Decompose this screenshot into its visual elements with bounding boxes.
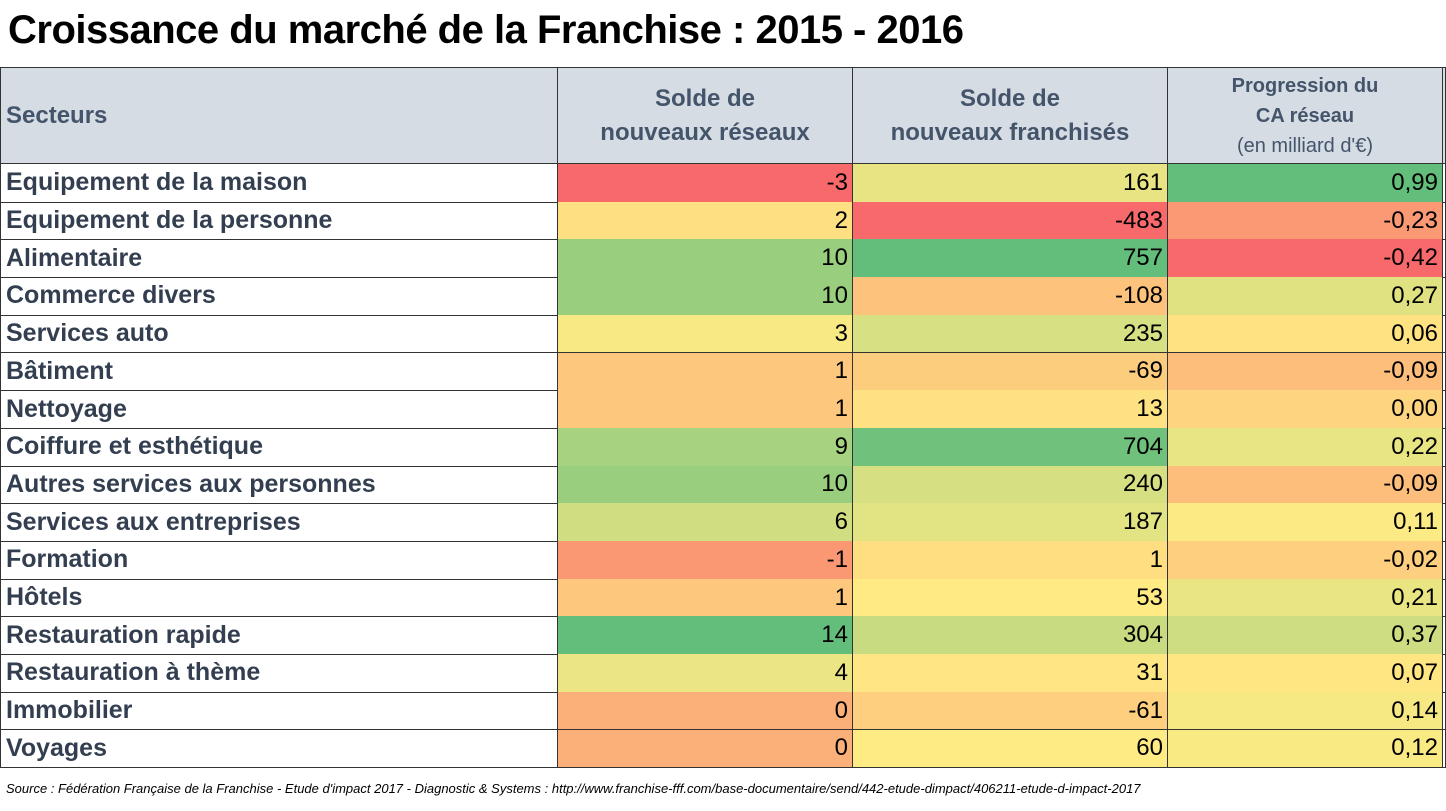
row-label: Formation <box>0 541 558 580</box>
value-cell: -0,23 <box>1168 201 1443 241</box>
value-cell: 161 <box>853 164 1168 203</box>
value-cell: -3 <box>558 164 853 203</box>
header-text: Progression du <box>1231 74 1379 97</box>
row-label: Alimentaire <box>0 239 558 279</box>
header-cell: Secteurs <box>0 67 558 164</box>
value-cell: 0,11 <box>1168 503 1443 542</box>
value-cell: 0,21 <box>1168 578 1443 618</box>
value-cell: 13 <box>853 390 1168 429</box>
value-cell: 2 <box>558 201 853 241</box>
value-cell: -0,09 <box>1168 352 1443 392</box>
value-cell: 31 <box>853 654 1168 693</box>
header-cell: Progression du CA réseau (en milliard d'€) <box>1168 67 1443 164</box>
header-text: nouveaux franchisés <box>890 118 1130 146</box>
value-cell: 0,06 <box>1168 314 1443 354</box>
row-label: Bâtiment <box>0 352 558 392</box>
value-cell: -108 <box>853 277 1168 316</box>
row-label: Equipement de la personne <box>0 201 558 241</box>
value-cell: 0,99 <box>1168 164 1443 203</box>
value-cell: 53 <box>853 578 1168 618</box>
value-cell: 60 <box>853 729 1168 769</box>
header-text: nouveaux réseaux <box>600 118 810 146</box>
row-label: Restauration rapide <box>0 616 558 656</box>
header-text: Solde de <box>654 84 756 112</box>
row-label: Coiffure et esthétique <box>0 427 558 467</box>
header-cell: Solde de nouveaux réseaux <box>558 67 853 164</box>
value-cell: 0,37 <box>1168 616 1443 656</box>
value-cell: -0,09 <box>1168 465 1443 505</box>
value-cell: 1 <box>558 390 853 429</box>
value-cell: 757 <box>853 239 1168 279</box>
value-cell: 14 <box>558 616 853 656</box>
title: Croissance du marché de la Franchise : 2… <box>8 8 964 52</box>
row-label: Equipement de la maison <box>0 164 558 203</box>
value-cell: 704 <box>853 427 1168 467</box>
value-cell: 240 <box>853 465 1168 505</box>
value-cell: 0,27 <box>1168 277 1443 316</box>
row-label: Commerce divers <box>0 277 558 316</box>
row-label: Voyages <box>0 729 558 769</box>
value-cell: 0,12 <box>1168 729 1443 769</box>
header-text: (en milliard d'€) <box>1236 134 1374 157</box>
value-cell: 0,22 <box>1168 427 1443 467</box>
header-text: CA réseau <box>1255 104 1355 127</box>
value-cell: 3 <box>558 314 853 354</box>
row-label: Services auto <box>0 314 558 354</box>
value-cell: -1 <box>558 541 853 580</box>
value-cell: 9 <box>558 427 853 467</box>
value-cell: 0,00 <box>1168 390 1443 429</box>
value-cell: 0,07 <box>1168 654 1443 693</box>
value-cell: 235 <box>853 314 1168 354</box>
source-note: Source : Fédération Française de la Fran… <box>6 781 1141 796</box>
value-cell: 1 <box>558 352 853 392</box>
value-cell: 4 <box>558 654 853 693</box>
value-cell: 1 <box>853 541 1168 580</box>
value-cell: -0,02 <box>1168 541 1443 580</box>
header-cell: Solde de nouveaux franchisés <box>853 67 1168 164</box>
value-cell: -69 <box>853 352 1168 392</box>
value-cell: -0,42 <box>1168 239 1443 279</box>
row-label: Services aux entreprises <box>0 503 558 542</box>
row-label: Hôtels <box>0 578 558 618</box>
value-cell: 1 <box>558 578 853 618</box>
value-cell: 0 <box>558 729 853 769</box>
row-label: Autres services aux personnes <box>0 465 558 505</box>
value-cell: 0,14 <box>1168 691 1443 731</box>
value-cell: 10 <box>558 239 853 279</box>
row-label: Restauration à thème <box>0 654 558 693</box>
value-cell: 10 <box>558 277 853 316</box>
header-text: Secteurs <box>6 101 108 129</box>
row-label: Nettoyage <box>0 390 558 429</box>
value-cell: 6 <box>558 503 853 542</box>
row-label: Immobilier <box>0 691 558 731</box>
value-cell: 0 <box>558 691 853 731</box>
value-cell: 187 <box>853 503 1168 542</box>
value-cell: 304 <box>853 616 1168 656</box>
value-cell: -61 <box>853 691 1168 731</box>
value-cell: -483 <box>853 201 1168 241</box>
header-text: Solde de <box>959 84 1061 112</box>
value-cell: 10 <box>558 465 853 505</box>
